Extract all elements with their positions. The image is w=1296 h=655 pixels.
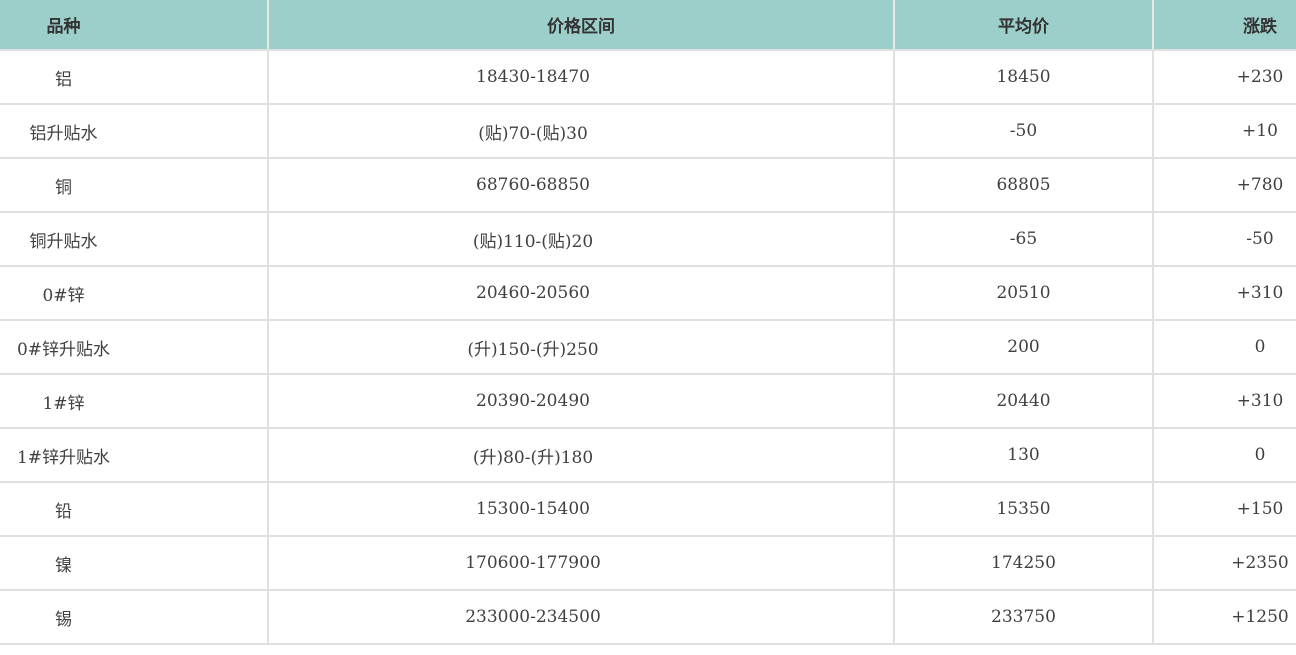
table-row: 铝 18430-18470 18450 +230 <box>0 50 1296 105</box>
table-row: 1#锌升贴水 (升)80-(升)180 130 0 <box>0 428 1296 483</box>
cell-change: +310 <box>1153 374 1296 429</box>
table-row: 0#锌 20460-20560 20510 +310 <box>0 266 1296 321</box>
cell-price-range: (升)150-(升)250 <box>268 320 895 375</box>
cell-change: +780 <box>1153 158 1296 213</box>
cell-change: +230 <box>1153 50 1296 105</box>
cell-average-price: -50 <box>894 104 1154 159</box>
cell-change: +310 <box>1153 266 1296 321</box>
cell-price-range: 233000-234500 <box>268 590 895 645</box>
cell-change: 0 <box>1153 320 1296 375</box>
table-row: 铜升贴水 (贴)110-(贴)20 -65 -50 <box>0 212 1296 267</box>
table-header-row: 品种 价格区间 平均价 涨跌 <box>0 0 1296 51</box>
cell-average-price: 20440 <box>894 374 1154 429</box>
cell-price-range: (升)80-(升)180 <box>268 428 895 483</box>
cell-variety: 1#锌 <box>0 374 269 429</box>
cell-average-price: 18450 <box>894 50 1154 105</box>
column-header-change: 涨跌 <box>1153 0 1296 51</box>
cell-variety: 铝升贴水 <box>0 104 269 159</box>
cell-variety: 0#锌升贴水 <box>0 320 269 375</box>
cell-price-range: 20460-20560 <box>268 266 895 321</box>
cell-price-range: 68760-68850 <box>268 158 895 213</box>
cell-variety: 铜 <box>0 158 269 213</box>
cell-price-range: 20390-20490 <box>268 374 895 429</box>
table-row: 镍 170600-177900 174250 +2350 <box>0 536 1296 591</box>
cell-average-price: 20510 <box>894 266 1154 321</box>
cell-average-price: 233750 <box>894 590 1154 645</box>
cell-change: +10 <box>1153 104 1296 159</box>
table-row: 0#锌升贴水 (升)150-(升)250 200 0 <box>0 320 1296 375</box>
cell-change: -50 <box>1153 212 1296 267</box>
cell-variety: 铝 <box>0 50 269 105</box>
table-row: 1#锌 20390-20490 20440 +310 <box>0 374 1296 429</box>
cell-variety: 镍 <box>0 536 269 591</box>
cell-variety: 铅 <box>0 482 269 537</box>
cell-variety: 锡 <box>0 590 269 645</box>
cell-change: +2350 <box>1153 536 1296 591</box>
cell-average-price: -65 <box>894 212 1154 267</box>
cell-price-range: 170600-177900 <box>268 536 895 591</box>
cell-average-price: 68805 <box>894 158 1154 213</box>
cell-change: +150 <box>1153 482 1296 537</box>
column-header-variety: 品种 <box>0 0 269 51</box>
table-row: 铝升贴水 (贴)70-(贴)30 -50 +10 <box>0 104 1296 159</box>
cell-price-range: 15300-15400 <box>268 482 895 537</box>
cell-price-range: (贴)70-(贴)30 <box>268 104 895 159</box>
cell-price-range: 18430-18470 <box>268 50 895 105</box>
column-header-average-price: 平均价 <box>894 0 1154 51</box>
cell-average-price: 200 <box>894 320 1154 375</box>
cell-average-price: 15350 <box>894 482 1154 537</box>
column-header-price-range: 价格区间 <box>268 0 895 51</box>
cell-variety: 0#锌 <box>0 266 269 321</box>
table-row: 锡 233000-234500 233750 +1250 <box>0 590 1296 645</box>
cell-change: 0 <box>1153 428 1296 483</box>
cell-variety: 1#锌升贴水 <box>0 428 269 483</box>
cell-variety: 铜升贴水 <box>0 212 269 267</box>
cell-change: +1250 <box>1153 590 1296 645</box>
table-row: 铜 68760-68850 68805 +780 <box>0 158 1296 213</box>
cell-average-price: 130 <box>894 428 1154 483</box>
cell-price-range: (贴)110-(贴)20 <box>268 212 895 267</box>
cell-average-price: 174250 <box>894 536 1154 591</box>
table-row: 铅 15300-15400 15350 +150 <box>0 482 1296 537</box>
